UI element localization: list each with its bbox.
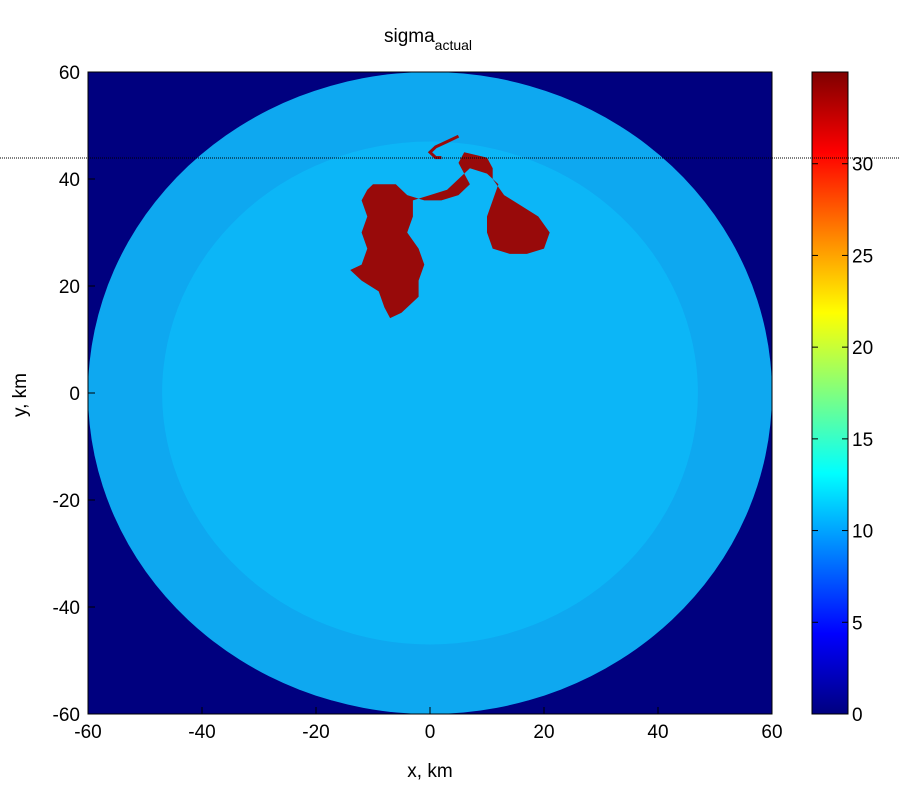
x-tick-label: -60	[74, 722, 101, 743]
heatmap-area	[88, 72, 772, 714]
chart-title: sigmaactual	[384, 26, 472, 53]
x-tick-label: 0	[425, 722, 436, 743]
y-tick-label: -20	[53, 491, 80, 512]
y-axis-label: y, km	[10, 373, 31, 417]
y-tick-label: 60	[59, 63, 80, 84]
y-tick-label: 20	[59, 277, 80, 298]
colorbar-tick-label: 15	[852, 430, 873, 451]
x-tick-label: -40	[188, 722, 215, 743]
colorbar-tick-label: 5	[852, 613, 863, 634]
y-tick-label: 0	[69, 384, 80, 405]
y-tick-label: -60	[53, 705, 80, 726]
x-axis-label: x, km	[407, 761, 452, 782]
x-tick-label: 60	[761, 722, 782, 743]
colorbar-tick-label: 20	[852, 338, 873, 359]
colorbar-tick-label: 30	[852, 155, 873, 176]
high-sigma-blob	[350, 152, 550, 319]
x-tick-label: 20	[533, 722, 554, 743]
colorbar-tick-label: 0	[852, 705, 863, 726]
colorbar	[811, 71, 849, 715]
colorbar-ticks: 0 5 10 15 20 25 30	[812, 155, 873, 726]
x-tick-label: -20	[302, 722, 329, 743]
inner-disk-region	[162, 141, 698, 645]
y-axis-ticks: 60 40 20 0 -20 -40 -60	[53, 63, 95, 726]
y-tick-label: 40	[59, 170, 80, 191]
x-axis-ticks: -60 -40 -20 0 20 40 60	[74, 707, 783, 743]
colorbar-tick-label: 25	[852, 246, 873, 267]
y-tick-label: -40	[53, 598, 80, 619]
colorbar-tick-label: 10	[852, 522, 873, 543]
x-tick-label: 40	[647, 722, 668, 743]
